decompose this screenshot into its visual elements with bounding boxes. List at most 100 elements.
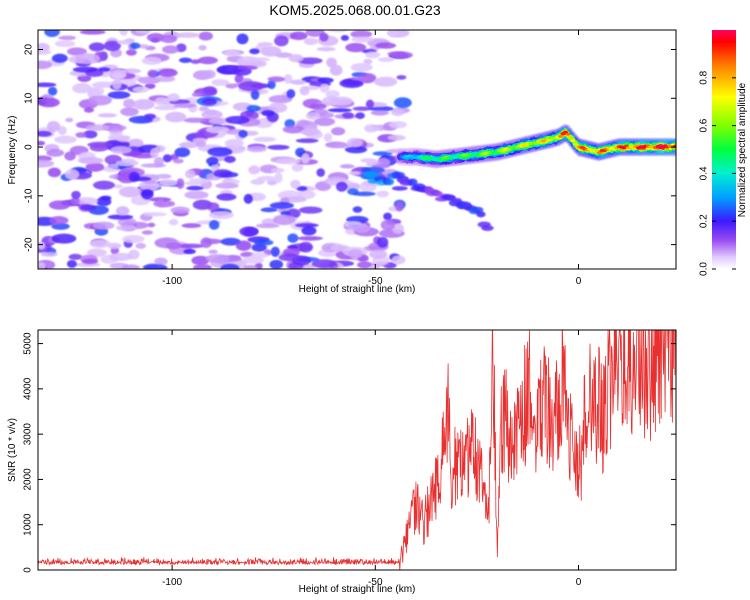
- heatmap-noise-cell: [391, 186, 408, 191]
- heatmap-noise-cell: [309, 103, 327, 110]
- heatmap-noise-cell: [274, 35, 289, 47]
- heatmap-noise-cell: [147, 222, 156, 228]
- top-y-tick-label: -10: [24, 188, 35, 203]
- top-x-axis-label: Height of straight line (km): [299, 284, 416, 295]
- top-y-tick-label: 0: [24, 144, 35, 150]
- top-y-tick-label: 10: [24, 92, 35, 104]
- heatmap-noise-cell: [195, 140, 207, 147]
- heatmap-noise-cell: [158, 68, 178, 77]
- heatmap-noise-cell: [135, 30, 152, 34]
- heatmap-noise-cell: [118, 186, 142, 198]
- heatmap-noise-cell: [156, 75, 176, 83]
- heatmap-noise-cell: [355, 112, 365, 120]
- heatmap-noise-cell: [144, 113, 156, 120]
- heatmap-noise-cell: [211, 79, 230, 86]
- heatmap-noise-cell: [267, 76, 285, 83]
- heatmap-noise-cell: [184, 190, 209, 200]
- spectrogram-signal: [360, 124, 676, 231]
- snr-series: [38, 330, 676, 570]
- heatmap-noise-cell: [390, 51, 413, 59]
- heatmap-noise-cell: [352, 106, 372, 111]
- heatmap-noise-cell: [275, 158, 301, 165]
- heatmap-noise-cell: [208, 249, 218, 255]
- heatmap-noise-cell: [206, 202, 220, 211]
- heatmap-noise-cell: [153, 105, 179, 111]
- heatmap-noise-cell: [193, 264, 212, 269]
- heatmap-noise-cell: [85, 124, 110, 131]
- heatmap-noise-cell: [248, 165, 260, 175]
- heatmap-noise-cell: [132, 99, 155, 110]
- heatmap-noise-cell: [388, 30, 399, 37]
- heatmap-noise-cell: [64, 151, 76, 161]
- heatmap-noise-cell: [215, 182, 239, 189]
- heatmap-noise-cell: [38, 140, 46, 146]
- heatmap-noise-cell: [71, 190, 81, 200]
- heatmap-noise-cell: [206, 157, 219, 166]
- heatmap-noise-cell: [123, 98, 136, 109]
- heatmap-noise-cell: [336, 181, 348, 192]
- heatmap-noise-cell: [120, 107, 139, 117]
- heatmap-noise-cell: [107, 91, 131, 99]
- heatmap-noise-cell: [290, 179, 301, 189]
- spectrogram-noise-blobs: [38, 30, 413, 269]
- heatmap-noise-cell: [75, 132, 87, 138]
- heatmap-noise-cell: [117, 217, 137, 227]
- bottom-y-tick-label: 0: [23, 567, 34, 573]
- heatmap-noise-cell: [165, 241, 182, 250]
- bottom-y-axis-label: SNR (10 * v/v): [7, 418, 18, 482]
- heatmap-noise-cell: [207, 147, 233, 157]
- bottom-y-tick-label: 3000: [23, 423, 34, 446]
- heatmap-noise-cell: [198, 31, 213, 41]
- heatmap-noise-cell: [202, 98, 218, 106]
- heatmap-noise-cell: [365, 99, 375, 109]
- heatmap-noise-cell: [132, 86, 150, 93]
- top-y-tick-label: -20: [24, 237, 35, 252]
- heatmap-noise-cell: [198, 106, 210, 112]
- heatmap-noise-cell: [125, 49, 137, 56]
- heatmap-noise-cell: [220, 263, 240, 269]
- heatmap-noise-cell: [78, 157, 104, 165]
- heatmap-noise-cell: [175, 32, 200, 38]
- heatmap-noise-cell: [38, 130, 52, 137]
- heatmap-noise-cell: [51, 233, 77, 244]
- heatmap-noise-cell: [300, 128, 321, 136]
- heatmap-noise-cell: [167, 93, 180, 102]
- heatmap-noise-cell: [350, 62, 373, 72]
- heatmap-noise-cell: [92, 221, 115, 230]
- heatmap-noise-cell: [220, 237, 241, 246]
- heatmap-noise-cell: [278, 253, 301, 262]
- heatmap-noise-cell: [51, 53, 68, 63]
- heatmap-noise-cell: [97, 113, 117, 118]
- heatmap-noise-cell: [38, 262, 46, 269]
- heatmap-signal-cell: [557, 134, 564, 138]
- heatmap-noise-cell: [241, 256, 265, 264]
- heatmap-noise-cell: [223, 50, 240, 57]
- heatmap-noise-cell: [54, 135, 77, 144]
- heatmap-noise-cell: [102, 124, 127, 132]
- heatmap-noise-cell: [391, 108, 405, 117]
- colorbar-tick-label: 0.2: [699, 214, 710, 228]
- heatmap-noise-cell: [373, 76, 398, 87]
- heatmap-noise-cell: [183, 248, 196, 255]
- heatmap-noise-cell: [208, 220, 220, 230]
- heatmap-noise-cell: [344, 146, 368, 154]
- heatmap-noise-cell: [107, 242, 122, 250]
- heatmap-noise-cell: [295, 138, 319, 144]
- heatmap-noise-cell: [342, 112, 354, 119]
- heatmap-noise-cell: [323, 133, 333, 142]
- heatmap-noise-cell: [352, 223, 371, 233]
- heatmap-noise-cell: [250, 89, 260, 100]
- heatmap-noise-cell: [135, 242, 146, 249]
- heatmap-noise-cell: [238, 81, 264, 92]
- heatmap-noise-cell: [298, 241, 313, 253]
- heatmap-noise-cell: [155, 145, 166, 153]
- heatmap-noise-cell: [156, 199, 165, 208]
- heatmap-noise-cell: [173, 158, 184, 164]
- heatmap-noise-cell: [297, 57, 323, 65]
- heatmap-noise-cell: [38, 49, 52, 55]
- heatmap-noise-cell: [89, 239, 111, 248]
- heatmap-noise-cell: [208, 211, 234, 220]
- heatmap-noise-cell: [234, 74, 244, 84]
- heatmap-noise-cell: [224, 155, 236, 163]
- heatmap-noise-cell: [141, 189, 154, 200]
